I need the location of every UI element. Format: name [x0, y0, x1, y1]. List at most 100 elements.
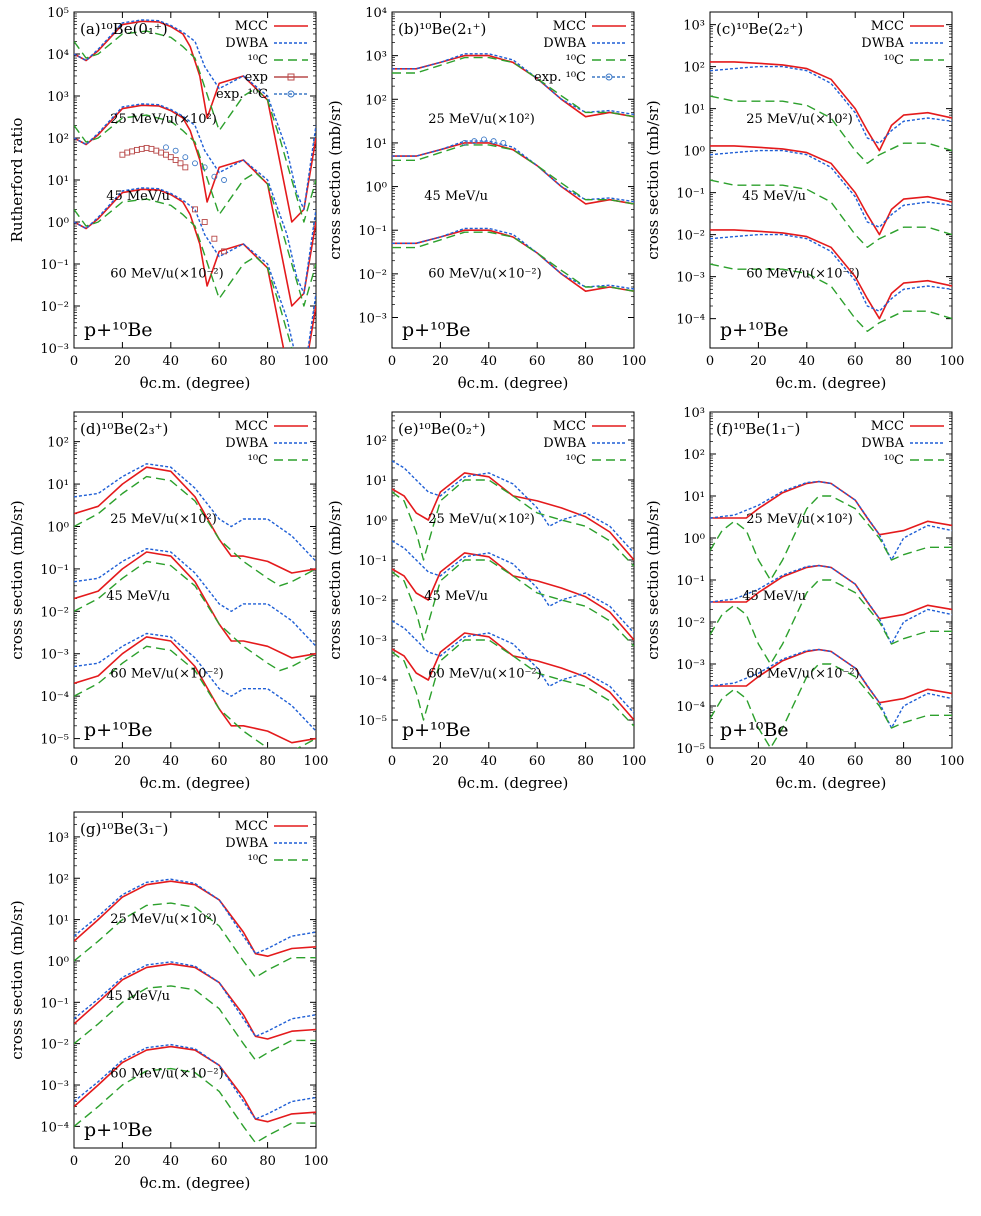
reaction-label: p+¹⁰Be [720, 319, 789, 341]
x-tick-label: 60 [211, 354, 228, 369]
y-tick-label: 10² [365, 93, 387, 108]
reaction-label: p+¹⁰Be [84, 719, 153, 741]
y-tick-label: 10¹ [683, 490, 705, 505]
exp-10c-point [471, 138, 478, 145]
curves [710, 61, 952, 332]
y-tick-label: 10⁻³ [358, 634, 387, 649]
plot-frame [73, 811, 317, 1149]
y-tick-label: 10⁰ [683, 532, 705, 547]
series-line [74, 114, 316, 307]
y-tick-label: 10⁰ [47, 216, 69, 231]
legend-label: exp. ¹⁰C [534, 70, 586, 85]
series-line [392, 540, 634, 634]
x-tick-label: 40 [163, 354, 180, 369]
series-line [74, 560, 316, 672]
x-tick-label: 0 [388, 354, 396, 369]
exp-10c-point [461, 139, 468, 146]
exp-point [201, 219, 208, 225]
x-tick-label: 100 [622, 354, 647, 369]
x-tick-label: 80 [577, 754, 594, 769]
exp-point [167, 154, 174, 161]
x-tick-label: 100 [304, 1154, 329, 1169]
reaction-label: p+¹⁰Be [402, 319, 471, 341]
exp-point [182, 164, 189, 171]
y-tick-label: 10⁻¹ [676, 187, 705, 202]
legend-label: MCC [553, 19, 586, 34]
series-line [74, 20, 316, 223]
curves [392, 53, 634, 293]
x-axis-label: θc.m. (degree) [140, 374, 251, 392]
panel-title: (d)¹⁰Be(2₃⁺) [80, 420, 168, 438]
x-tick-label: 40 [163, 1154, 180, 1169]
curves [74, 878, 316, 1144]
series-line [392, 231, 634, 292]
legend-label: exp. ¹⁰C [216, 87, 268, 102]
x-tick-label: 100 [304, 354, 329, 369]
series-line [74, 963, 316, 1040]
y-tick-label: 10² [365, 434, 387, 449]
energy-annotation: 60 MeV/u(×10⁻²) [746, 666, 859, 681]
x-tick-label: 40 [799, 754, 816, 769]
exp-point [211, 235, 218, 242]
exp-point [124, 149, 131, 156]
energy-annotation: 45 MeV/u [742, 589, 806, 604]
x-tick-label: 0 [388, 754, 396, 769]
series-line [392, 54, 634, 118]
exp-10c-point [201, 164, 208, 171]
series-line [710, 61, 952, 152]
x-tick-label: 20 [432, 754, 449, 769]
energy-annotation: 45 MeV/u [106, 589, 170, 604]
y-tick-label: 10⁰ [365, 514, 387, 529]
series-line [74, 878, 316, 955]
legend-label: ¹⁰C [248, 453, 268, 468]
y-axis-label: Rutherford ratio [8, 118, 26, 243]
y-tick-label: 10⁻¹ [358, 554, 387, 569]
reaction-label: p+¹⁰Be [720, 719, 789, 741]
x-tick-label: 20 [750, 354, 767, 369]
y-tick-label: 10⁻² [358, 268, 387, 283]
x-tick-label: 80 [895, 754, 912, 769]
exp-10c-point [182, 154, 189, 161]
y-tick-label: 10⁻⁵ [40, 733, 69, 748]
energy-annotation: 45 MeV/u [106, 189, 170, 204]
legend-label: ¹⁰C [566, 53, 586, 68]
legend-label: MCC [871, 19, 904, 34]
legend-label: MCC [871, 419, 904, 434]
series-line [710, 95, 952, 165]
series-line [392, 227, 634, 290]
y-tick-label: 10⁻² [676, 616, 705, 631]
x-tick-label: 20 [432, 354, 449, 369]
panel-d: 0 20 40 60 80 100 10⁻⁵ 10⁻⁴ 10⁻³ 10⁻² 10⁻¹ 10⁰ 10¹ 10… [8, 411, 328, 792]
x-tick-label: 80 [895, 354, 912, 369]
y-axis-label: cross section (mb/sr) [8, 500, 26, 659]
exp-point [143, 144, 150, 151]
series-line [392, 552, 634, 641]
energy-annotation: 45 MeV/u [106, 989, 170, 1004]
y-tick-label: 10⁰ [365, 181, 387, 196]
legend-label: MCC [235, 819, 268, 834]
y-axis-label: cross section (mb/sr) [326, 500, 344, 659]
exp-point [119, 151, 126, 158]
series-line [392, 53, 634, 116]
exp-point [133, 146, 140, 153]
series-line [710, 263, 952, 332]
y-tick-label: 10⁻³ [358, 311, 387, 326]
y-tick-label: 10⁻² [40, 300, 69, 315]
x-tick-label: 0 [70, 1154, 78, 1169]
y-tick-label: 10⁰ [47, 520, 69, 535]
y-tick-label: 10² [47, 132, 69, 147]
x-tick-label: 100 [622, 754, 647, 769]
series-line [710, 480, 952, 561]
y-tick-label: 10⁻⁴ [358, 674, 387, 689]
x-tick-label: 20 [114, 1154, 131, 1169]
series-line [74, 1043, 316, 1120]
y-tick-label: 10⁻¹ [676, 574, 705, 589]
series-line [710, 149, 952, 228]
x-tick-label: 60 [529, 754, 546, 769]
y-tick-label: 10⁻⁴ [40, 690, 69, 705]
energy-annotation: 60 MeV/u(×10⁻²) [428, 266, 541, 281]
series-line [74, 636, 316, 744]
y-tick-label: 10¹ [47, 914, 69, 929]
panel-title: (b)¹⁰Be(2₁⁺) [398, 20, 486, 38]
